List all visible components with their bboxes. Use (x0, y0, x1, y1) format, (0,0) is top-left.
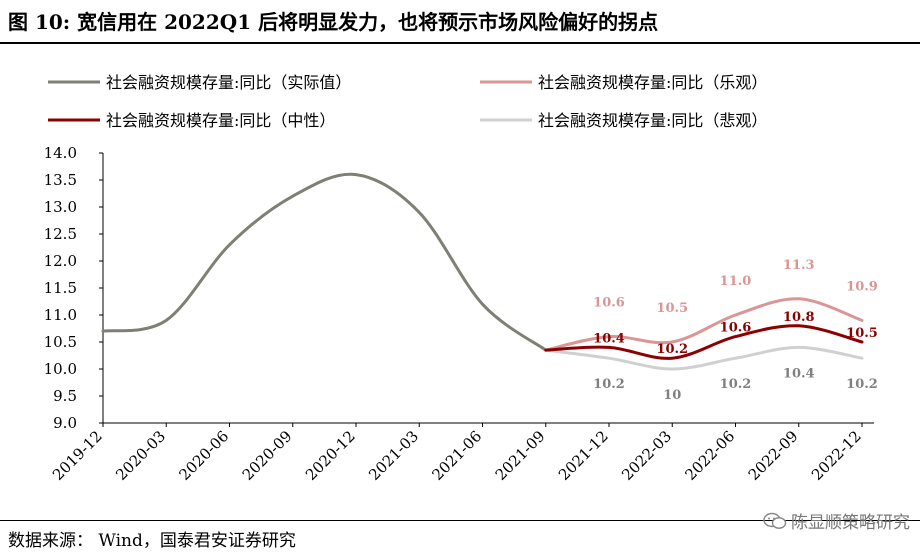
data-label-3-12: 10.2 (846, 377, 878, 392)
data-label-2-10: 10.6 (720, 321, 752, 336)
x-tick-label: 2021-06 (429, 427, 486, 484)
series-line-2 (544, 324, 864, 360)
x-tick-label: 2020-09 (239, 427, 296, 484)
y-tick-label: 13.0 (44, 198, 77, 216)
x-tick-label: 2021-03 (365, 427, 422, 484)
figure-title: 图 10: 宽信用在 2022Q1 后将明显发力，也将预示市场风险偏好的拐点 (8, 10, 659, 34)
wechat-icon (763, 512, 787, 529)
x-tick-label: 2022-09 (745, 427, 802, 484)
watermark: 陈显顺策略研究 (763, 508, 910, 533)
data-label-2-11: 10.8 (783, 310, 815, 325)
x-tick-label: 2022-03 (618, 427, 675, 484)
source-note: 数据来源： Wind，国泰君安证券研究 (8, 531, 296, 551)
data-label-1-10: 11.0 (720, 274, 752, 289)
y-tick-label: 9.5 (53, 387, 77, 405)
chart-legend: 社会融资规模存量:同比（实际值） 社会融资规模存量:同比（乐观） 社会融资规模存量:… (48, 73, 767, 130)
y-tick-label: 9.0 (53, 414, 77, 432)
data-label-3-11: 10.4 (783, 366, 815, 381)
x-tick-label: 2021-09 (492, 427, 549, 484)
x-tick-label: 2022-12 (808, 427, 865, 484)
series-line-1 (544, 297, 864, 352)
line-chart: 社会融资规模存量:同比（实际值） 社会融资规模存量:同比（乐观） 社会融资规模存量:… (44, 73, 878, 484)
x-axis: 2019-12 2020-03 2020-06 2020-09 2020-12 2021-… (49, 422, 874, 484)
y-tick-label: 10.0 (44, 360, 77, 378)
legend-label-3: 社会融资规模存量:同比（悲观） (538, 111, 767, 130)
data-label-1-11: 11.3 (783, 258, 815, 273)
series-line-0 (101, 172, 548, 352)
y-tick-label: 10.5 (44, 333, 77, 351)
data-label-3-8: 10.2 (593, 377, 625, 392)
x-tick-label: 2019-12 (49, 427, 106, 484)
y-tick-label: 11.0 (44, 306, 77, 324)
data-label-3-9: 10 (663, 388, 681, 403)
y-tick-label: 14.0 (44, 144, 77, 162)
y-tick-label: 13.5 (44, 171, 77, 189)
y-tick-label: 12.0 (44, 252, 77, 270)
x-tick-label: 2022-06 (682, 427, 739, 484)
legend-label-0: 社会融资规模存量:同比（实际值） (106, 73, 351, 92)
data-label-2-12: 10.5 (846, 326, 878, 341)
x-tick-label: 2021-12 (555, 427, 612, 484)
data-label-2-9: 10.2 (656, 342, 688, 357)
data-labels: 10.6 10.5 11.0 11.3 10.9 10.4 10.2 10.6 10.8 10.5… (593, 258, 878, 403)
data-label-1-8: 10.6 (593, 296, 625, 311)
y-axis: 9.0 9.5 10.0 10.5 11.0 11.5 12.0 12.5 13.0 13.5 14… (44, 144, 104, 432)
x-tick-label: 2020-12 (302, 427, 359, 484)
footer-rule (0, 520, 920, 521)
y-tick-label: 11.5 (44, 279, 77, 297)
title-rule (0, 42, 920, 44)
x-tick-label: 2020-03 (112, 427, 169, 484)
series-lines (101, 172, 864, 371)
x-tick-label: 2020-06 (176, 427, 233, 484)
data-label-1-12: 10.9 (846, 279, 878, 294)
data-label-2-8: 10.4 (593, 331, 625, 346)
data-label-3-10: 10.2 (720, 377, 752, 392)
data-label-1-9: 10.5 (656, 301, 688, 316)
legend-label-2: 社会融资规模存量:同比（中性） (106, 111, 335, 130)
watermark-text: 陈显顺策略研究 (791, 513, 910, 533)
legend-label-1: 社会融资规模存量:同比（乐观） (538, 73, 767, 92)
y-tick-label: 12.5 (44, 225, 77, 243)
series-line-3 (544, 345, 864, 371)
